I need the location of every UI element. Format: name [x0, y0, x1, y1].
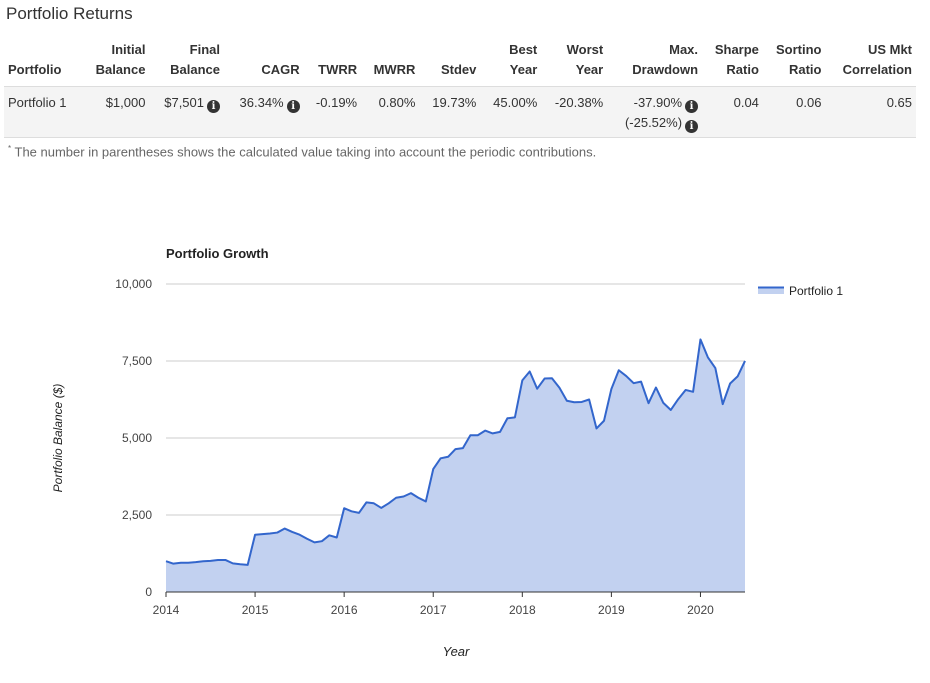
cell-cagr: 36.34% i [224, 86, 304, 138]
x-axis: 2014 2015 2016 2017 2018 2019 2020 [153, 591, 745, 617]
x-tick-label: 2015 [242, 603, 269, 617]
cell-portfolio: Portfolio 1 [4, 86, 82, 138]
y-axis-label: Portfolio Balance ($) [51, 384, 65, 493]
chart-legend[interactable]: Portfolio 1 [758, 284, 843, 298]
portfolio-returns-table: Portfolio Initial Balance Final Balance CA… [4, 36, 916, 138]
series-area-portfolio-1 [166, 339, 745, 592]
cell-stdev: 19.73% [419, 86, 481, 138]
y-axis: 0 2,500 5,000 7,500 10,000 [115, 277, 152, 599]
col-header-sharpe-ratio[interactable]: Sharpe Ratio [702, 36, 763, 87]
footnote-marker: * [8, 144, 12, 153]
col-header-initial-balance[interactable]: Initial Balance [81, 36, 150, 87]
info-circle-icon[interactable]: i [685, 100, 699, 113]
y-tick-label: 10,000 [115, 277, 152, 291]
cell-worst-year: -20.38% [541, 86, 608, 138]
x-axis-label: Year [443, 644, 470, 659]
legend-swatch [758, 287, 784, 294]
col-header-portfolio[interactable]: Portfolio [4, 36, 82, 87]
col-header-stdev[interactable]: Stdev [419, 36, 481, 87]
info-circle-icon[interactable]: i [207, 100, 220, 113]
col-header-sortino-ratio[interactable]: Sortino Ratio [762, 36, 826, 87]
info-circle-icon[interactable]: i [286, 100, 300, 113]
info-circle-icon[interactable]: i [685, 120, 699, 133]
x-tick-label: 2016 [331, 603, 358, 617]
col-header-twrr[interactable]: TWRR [303, 36, 362, 87]
col-header-us-mkt-correlation[interactable]: US Mkt Correlation [825, 36, 916, 87]
x-tick-label: 2019 [598, 603, 625, 617]
x-tick-label: 2018 [509, 603, 536, 617]
x-tick-label: 2017 [420, 603, 447, 617]
x-tick-label: 2014 [153, 603, 180, 617]
cell-sharpe-ratio: 0.04 [702, 86, 763, 138]
cell-best-year: 45.00% [480, 86, 542, 138]
cell-sortino-ratio: 0.06 [762, 86, 826, 138]
col-header-max-drawdown[interactable]: Max. Drawdown [607, 36, 703, 87]
cell-max-drawdown: -37.90% i (-25.52%) i [607, 86, 703, 138]
y-tick-label: 5,000 [122, 431, 152, 445]
x-tick-label: 2020 [687, 603, 714, 617]
y-tick-label: 2,500 [122, 508, 152, 522]
cell-mwrr: 0.80% [361, 86, 420, 138]
table-row: Portfolio 1 $1,000 $7,501 i 36.34% i -0.19… [4, 86, 916, 138]
col-header-best-year[interactable]: Best Year [480, 36, 542, 87]
cell-us-mkt-correlation: 0.65 [825, 86, 916, 138]
col-header-cagr[interactable]: CAGR [224, 36, 304, 87]
cell-final-balance: $7,501 i [149, 86, 224, 138]
cell-initial-balance: $1,000 [81, 86, 150, 138]
col-header-mwrr[interactable]: MWRR [361, 36, 420, 87]
col-header-final-balance[interactable]: Final Balance [149, 36, 224, 87]
y-tick-label: 0 [145, 585, 152, 599]
col-header-worst-year[interactable]: Worst Year [541, 36, 608, 87]
footnote: * The number in parentheses shows the ca… [8, 144, 596, 159]
footnote-text: The number in parentheses shows the calc… [11, 144, 597, 160]
legend-entry-portfolio-1: Portfolio 1 [789, 284, 843, 298]
chart-plot-area [165, 338, 746, 592]
table-header-row: Portfolio Initial Balance Final Balance CA… [4, 36, 916, 87]
portfolio-growth-chart: Portfolio Growth 02,5005,0007,50010,000 … [51, 246, 843, 659]
y-tick-label: 7,500 [122, 354, 152, 368]
chart-title: Portfolio Growth [166, 246, 269, 261]
section-title: Portfolio Returns [6, 4, 133, 23]
series-line-portfolio-1[interactable] [165, 338, 746, 566]
cell-twrr: -0.19% [303, 86, 362, 138]
